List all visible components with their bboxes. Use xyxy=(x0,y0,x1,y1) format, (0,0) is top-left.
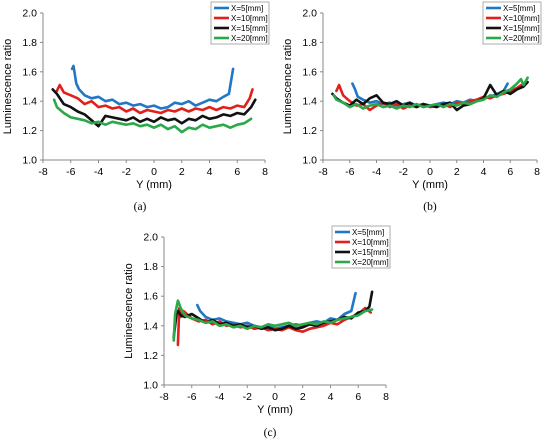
y-tick-label: 1.6 xyxy=(22,66,37,78)
legend-entry: X=20[mm] xyxy=(231,34,268,43)
y-tick-label: 2.0 xyxy=(143,232,158,244)
y-tick-label: 2.0 xyxy=(302,8,317,20)
series-line-2 xyxy=(176,306,373,347)
series-line-4 xyxy=(52,98,253,134)
x-axis-title: Y (mm) xyxy=(136,179,172,191)
legend-entry: X=10[mm] xyxy=(231,14,268,23)
x-axis-title: Y (mm) xyxy=(412,179,448,191)
y-tick-label: 1.2 xyxy=(143,350,158,362)
chart-panel-2: 1.0 1.2 1.4 1.6 1.8 2.0 -8 -6 -4 -2 0 2 4 6 8 Y (mm) Lum… xyxy=(282,1,542,213)
y-tick-label: 1.0 xyxy=(22,155,37,167)
panel-label: (c) xyxy=(264,427,277,439)
series-line-2 xyxy=(55,83,254,115)
x-tick-label: 4 xyxy=(328,391,334,403)
series-line-1 xyxy=(70,64,235,110)
legend-entry: X=20[mm] xyxy=(503,34,540,43)
y-tick-label: 1.4 xyxy=(22,96,37,108)
x-axis-title: Y (mm) xyxy=(257,404,293,416)
x-tick-label: 8 xyxy=(383,391,389,403)
x-tick-label: -6 xyxy=(345,166,354,178)
x-tick-label: 2 xyxy=(300,391,306,403)
legend-entry: X=15[mm] xyxy=(352,248,389,257)
x-tick-label: 2 xyxy=(179,166,185,178)
x-tick-label: 0 xyxy=(427,166,433,178)
series-line-3 xyxy=(51,88,257,128)
legend-entry: X=10[mm] xyxy=(503,14,540,23)
x-tick-label: 6 xyxy=(234,166,240,178)
y-tick-label: 1.6 xyxy=(143,291,158,303)
x-tick-label: 4 xyxy=(481,166,487,178)
legend-entry: X=10[mm] xyxy=(352,238,389,247)
x-tick-label: 4 xyxy=(207,166,213,178)
chart-panel-1: 1.0 1.2 1.4 1.6 1.8 2.0 -8 -6 -4 -2 0 2 4 6 8 Y (mm) Lum… xyxy=(2,1,270,213)
x-tick-label: -6 xyxy=(66,166,75,178)
x-tick-label: -4 xyxy=(372,166,381,178)
panel-label: (a) xyxy=(134,201,147,213)
legend-entry: X=20[mm] xyxy=(352,258,389,267)
x-tick-label: -4 xyxy=(215,391,224,403)
legend: X=5[mm]X=10[mm]X=15[mm]X=20[mm] xyxy=(331,225,391,269)
legend-entry: X=15[mm] xyxy=(231,24,268,33)
x-tick-label: 8 xyxy=(262,166,268,178)
legend-entry: X=5[mm] xyxy=(503,4,535,13)
y-tick-label: 1.4 xyxy=(302,96,317,108)
y-tick-label: 1.2 xyxy=(22,125,37,137)
panel-label: (b) xyxy=(423,201,437,213)
y-tick-label: 1.2 xyxy=(302,125,317,137)
y-axis-title: Luminescence ratio xyxy=(123,263,135,358)
x-tick-label: -8 xyxy=(318,166,327,178)
x-tick-label: 0 xyxy=(272,391,278,403)
y-tick-label: 1.0 xyxy=(302,155,317,167)
y-tick-label: 1.8 xyxy=(22,37,37,49)
y-axis-title: Luminescence ratio xyxy=(2,39,14,134)
y-tick-label: 1.4 xyxy=(143,320,158,332)
series-line-4 xyxy=(172,299,374,342)
y-tick-label: 1.6 xyxy=(302,66,317,78)
x-tick-label: 8 xyxy=(534,166,540,178)
y-tick-label: 2.0 xyxy=(22,8,37,20)
x-tick-label: -2 xyxy=(399,166,408,178)
legend-entry: X=5[mm] xyxy=(231,4,263,13)
x-tick-label: -8 xyxy=(159,391,168,403)
legend-entry: X=5[mm] xyxy=(352,228,384,237)
y-tick-label: 1.8 xyxy=(302,37,317,49)
chart-panel-3: 1.0 1.2 1.4 1.6 1.8 2.0 -8 -6 -4 -2 0 2 4 6 8 Y (mm) Lum… xyxy=(123,225,391,439)
legend: X=5[mm]X=10[mm]X=15[mm]X=20[mm] xyxy=(482,1,542,45)
legend: X=5[mm]X=10[mm]X=15[mm]X=20[mm] xyxy=(210,1,270,45)
x-tick-label: -6 xyxy=(187,391,196,403)
y-tick-label: 1.0 xyxy=(143,380,158,392)
x-tick-label: 0 xyxy=(151,166,157,178)
x-tick-label: 2 xyxy=(454,166,460,178)
series-line-4 xyxy=(332,76,529,110)
legend-entry: X=15[mm] xyxy=(503,24,540,33)
x-tick-label: 6 xyxy=(355,391,361,403)
x-tick-label: -4 xyxy=(94,166,103,178)
x-tick-label: -8 xyxy=(38,166,47,178)
y-axis-title: Luminescence ratio xyxy=(282,39,294,134)
x-tick-label: 6 xyxy=(507,166,513,178)
x-tick-label: -2 xyxy=(243,391,252,403)
y-tick-label: 1.8 xyxy=(143,261,158,273)
x-tick-label: -2 xyxy=(122,166,131,178)
